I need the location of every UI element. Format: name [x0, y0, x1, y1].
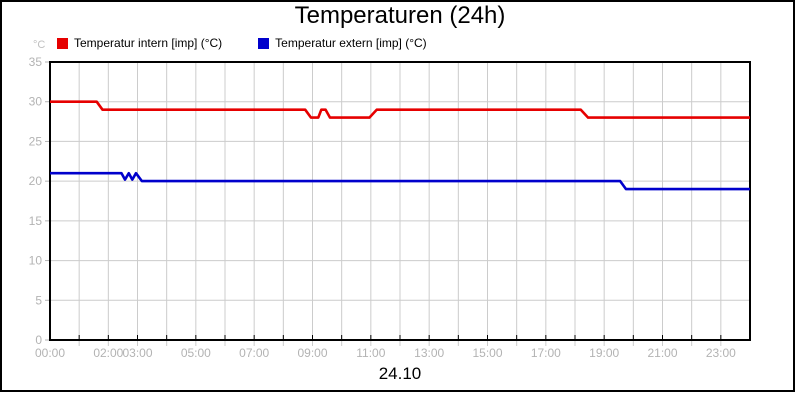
svg-text:15:00: 15:00	[472, 346, 502, 360]
svg-text:20: 20	[29, 174, 43, 188]
svg-text:19:00: 19:00	[589, 346, 619, 360]
svg-text:00:00: 00:00	[35, 346, 65, 360]
svg-text:09:00: 09:00	[297, 346, 327, 360]
svg-text:35: 35	[29, 55, 43, 69]
svg-text:13:00: 13:00	[414, 346, 444, 360]
legend-label-extern: Temperatur extern [imp] (°C)	[275, 36, 427, 50]
svg-text:02:00: 02:00	[93, 346, 123, 360]
svg-text:11:00: 11:00	[356, 346, 385, 360]
svg-text:25: 25	[29, 134, 43, 148]
svg-text:17:00: 17:00	[531, 346, 561, 360]
svg-text:15: 15	[29, 214, 43, 228]
svg-text:5: 5	[35, 293, 42, 307]
svg-text:0: 0	[35, 333, 42, 347]
svg-text:03:00: 03:00	[122, 346, 152, 360]
legend-item-extern: Temperatur extern [imp] (°C)	[258, 36, 427, 50]
svg-text:21:00: 21:00	[647, 346, 677, 360]
svg-text:05:00: 05:00	[181, 346, 211, 360]
chart-title: Temperaturen (24h)	[294, 2, 506, 29]
y-axis-unit-label: °C	[33, 39, 46, 51]
svg-text:23:00: 23:00	[706, 346, 736, 360]
svg-text:30: 30	[29, 95, 43, 109]
legend-label-intern: Temperatur intern [imp] (°C)	[74, 36, 223, 50]
legend-swatch-extern	[258, 37, 270, 49]
legend-item-intern: Temperatur intern [imp] (°C)	[57, 36, 222, 50]
svg-text:07:00: 07:00	[239, 346, 269, 360]
legend: Temperatur intern [imp] (°C) Temperatur …	[57, 36, 427, 50]
legend-swatch-intern	[57, 37, 68, 49]
svg-text:10: 10	[29, 254, 43, 268]
x-axis-date-label: 24.10	[378, 364, 422, 383]
